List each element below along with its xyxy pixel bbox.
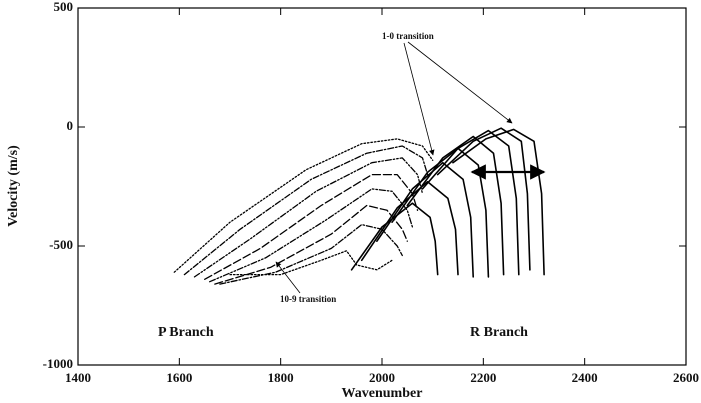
x-tick-label: 2200 [470, 370, 496, 385]
y-axis-label: Velocity (m/s) [6, 145, 21, 227]
y-tick-label: 500 [54, 0, 74, 14]
series-line [391, 147, 490, 278]
series-line [436, 127, 531, 271]
x-tick-label: 2000 [369, 370, 395, 385]
annotation: R Branch [470, 325, 528, 340]
x-axis-label: Wavenumber [342, 386, 423, 401]
plot-frame [77, 7, 687, 366]
annotation-arrow [275, 261, 301, 294]
series-line [452, 128, 545, 276]
annotation: 1-0 transition [382, 31, 434, 41]
series-line [376, 161, 474, 278]
series-line [219, 223, 403, 285]
series-line [214, 204, 408, 285]
x-tick-label: 1800 [268, 370, 294, 385]
x-tick-label: 1400 [65, 370, 91, 385]
series-line [204, 173, 419, 280]
series-line [193, 157, 424, 278]
series-line [173, 138, 434, 273]
y-tick-label: -1000 [43, 356, 73, 371]
x-tick-label: 2600 [673, 370, 699, 385]
series-line [183, 145, 429, 276]
annotation-arrow [403, 42, 435, 156]
series-line [360, 180, 459, 276]
annotation-arrow [407, 41, 513, 124]
x-tick-label: 2400 [572, 370, 598, 385]
series-line [209, 188, 414, 283]
series-line [421, 129, 520, 276]
annotation: 10-9 transition [280, 294, 336, 304]
x-tick-label: 1600 [166, 370, 192, 385]
y-tick-label: 0 [67, 118, 74, 133]
series-line [406, 135, 505, 276]
series-line [350, 202, 439, 276]
series-line [229, 250, 393, 276]
y-tick-label: -500 [49, 237, 73, 252]
annotation: P Branch [158, 325, 214, 340]
